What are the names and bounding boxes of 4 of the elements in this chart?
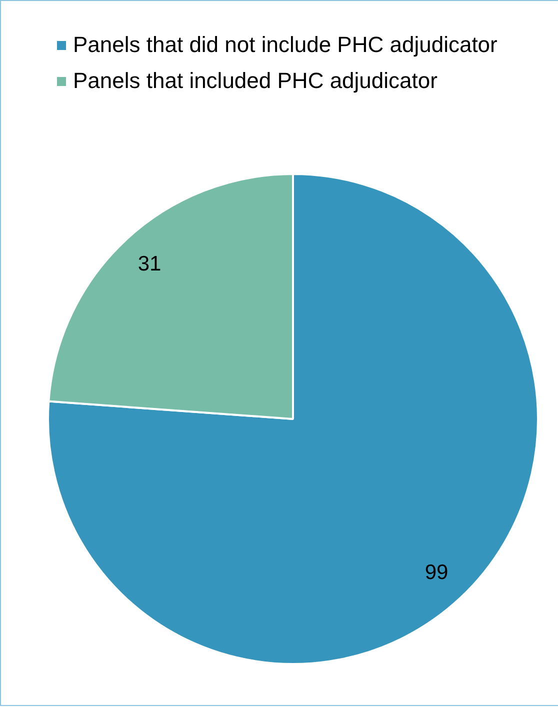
data-label: 99	[424, 561, 448, 584]
data-label: 31	[138, 252, 162, 276]
legend-label: Panels that did not include PHC adjudicator	[73, 32, 498, 57]
legend-label: Panels that included PHC adjudicator	[73, 68, 438, 93]
